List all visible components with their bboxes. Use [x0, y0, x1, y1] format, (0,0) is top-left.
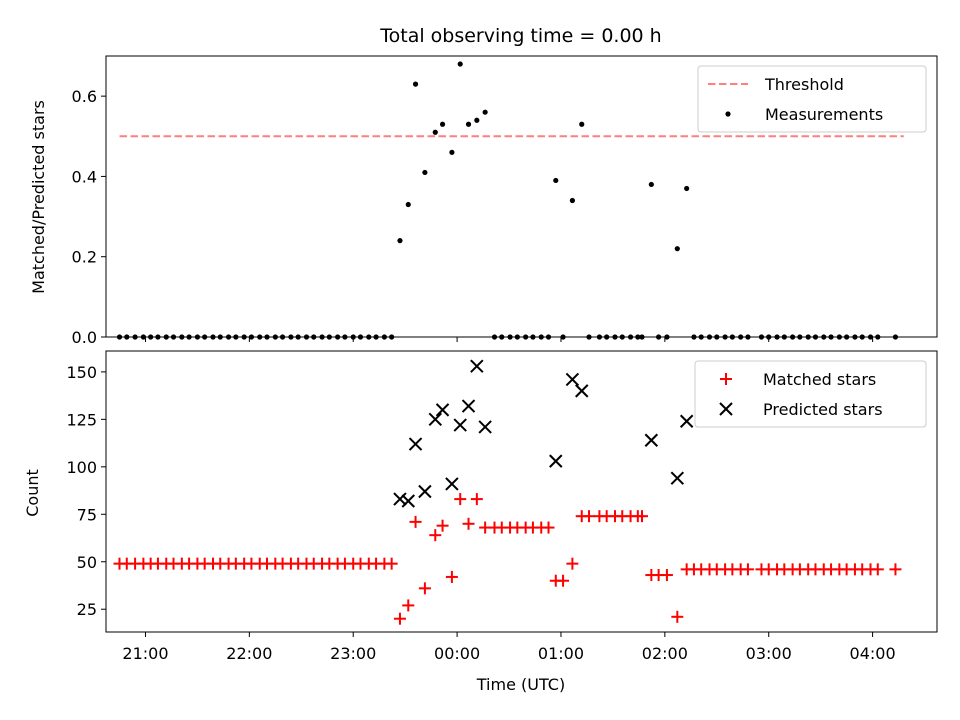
top-y-tick-label: 0.0 [72, 328, 97, 347]
bottom-legend-box [694, 360, 927, 428]
measurement-point [432, 129, 438, 135]
bottom-axes-frame [105, 350, 938, 633]
bottom-y-tick-label: 25 [77, 600, 97, 619]
matched-star-point [462, 517, 475, 530]
x-tick-label: 01:00 [538, 644, 584, 663]
predicted-star-point [478, 420, 492, 434]
matched-star-point [889, 563, 902, 576]
measurement-point [648, 181, 654, 188]
matched-star-point [429, 529, 442, 542]
legend-measurements-swatch [725, 111, 731, 117]
x-tick-label: 00:00 [434, 644, 480, 663]
measurement-point [482, 109, 488, 115]
matched-star-point [542, 521, 555, 534]
top-legend-box [697, 65, 927, 133]
measurement-point [553, 177, 559, 184]
measurement-point [465, 121, 472, 127]
top-y-tick-label: 0.4 [72, 167, 97, 186]
matched-star-point [409, 515, 422, 528]
measurement-point [684, 185, 690, 192]
x-tick-label: 22:00 [226, 644, 272, 663]
top-y-axis-label: Matched/Predicted stars [29, 100, 48, 294]
matched-star-point [436, 519, 449, 532]
measurement-point [422, 169, 428, 176]
predicted-star-point [435, 403, 450, 417]
measurement-point [412, 81, 419, 87]
matched-star-point [557, 574, 570, 587]
matched-star-point [871, 563, 884, 576]
matched-star-point [445, 570, 458, 583]
measurement-point [449, 149, 455, 155]
legend-matched-swatch [720, 373, 732, 385]
predicted-star-point [461, 399, 476, 413]
measurement-point [579, 121, 585, 127]
bottom-legend: Matched stars Predicted stars [694, 360, 927, 428]
predicted-star-point [401, 494, 415, 508]
matched-star-point [660, 569, 673, 582]
legend-matched-label: Matched stars [763, 370, 876, 389]
top-y-tick-label: 0.2 [72, 248, 97, 267]
predicted-star-point [575, 384, 589, 398]
predicted-star-point [470, 359, 484, 373]
predicted-star-point [445, 477, 459, 491]
matched-star-point [393, 612, 406, 625]
predicted-star-point [679, 414, 694, 428]
predicted-star-point [670, 471, 685, 485]
predicted-star-point [453, 418, 467, 432]
bottom-y-tick-label: 125 [66, 410, 97, 429]
matched-star-point [566, 557, 579, 570]
matched-star-point [385, 557, 398, 570]
matched-star-point [418, 582, 431, 595]
matched-star-point [741, 563, 754, 576]
bottom-y-tick-label: 75 [77, 505, 97, 524]
x-axis-label: Time (UTC) [476, 675, 565, 694]
predicted-star-point [644, 433, 659, 447]
matched-star-point [402, 599, 415, 612]
chart-title: Total observing time = 0.00 h [379, 25, 661, 47]
predicted-star-point [418, 484, 432, 499]
x-tick-label: 21:00 [122, 644, 168, 663]
measurement-point [674, 246, 680, 252]
predicted-star-point [549, 454, 563, 468]
legend-predicted-swatch [719, 402, 733, 416]
bottom-y-tick-label: 50 [77, 553, 97, 572]
top-axes-frame [105, 55, 938, 338]
bottom-y-axis-label: Count [23, 469, 42, 517]
matched-star-point [470, 493, 483, 506]
predicted-star-point [393, 492, 407, 506]
legend-measurements-label: Measurements [765, 105, 883, 124]
bottom-y-tick-label: 150 [66, 363, 97, 382]
top-y-tick-label: 0.6 [72, 87, 97, 106]
matched-star-point [671, 610, 684, 623]
x-tick-label: 02:00 [642, 644, 688, 663]
measurement-point [439, 121, 446, 127]
measurement-point [569, 197, 575, 204]
predicted-star-point [565, 372, 580, 387]
measurement-point [457, 61, 463, 67]
predicted-star-point [408, 437, 423, 451]
measurement-point [397, 238, 403, 244]
matched-star-point [583, 510, 596, 523]
bottom-y-tick-label: 100 [66, 458, 97, 477]
bottom-panel: 25 50 75 100 125 150 21:00 22:00 23:00 00:00 01:00… [66, 350, 938, 663]
measurement-point [405, 201, 411, 208]
x-tick-label: 04:00 [850, 644, 896, 663]
measurement-point [474, 117, 480, 123]
matched-star-point [454, 493, 467, 506]
x-tick-label: 23:00 [330, 644, 376, 663]
legend-threshold-label: Threshold [764, 75, 844, 94]
matched-star-point [635, 510, 648, 523]
top-panel: 0.0 0.2 0.4 0.6 [72, 55, 938, 347]
predicted-star-point [428, 412, 442, 427]
top-legend: Threshold Measurements [697, 65, 927, 133]
x-tick-label: 03:00 [746, 644, 792, 663]
legend-predicted-label: Predicted stars [763, 400, 883, 419]
